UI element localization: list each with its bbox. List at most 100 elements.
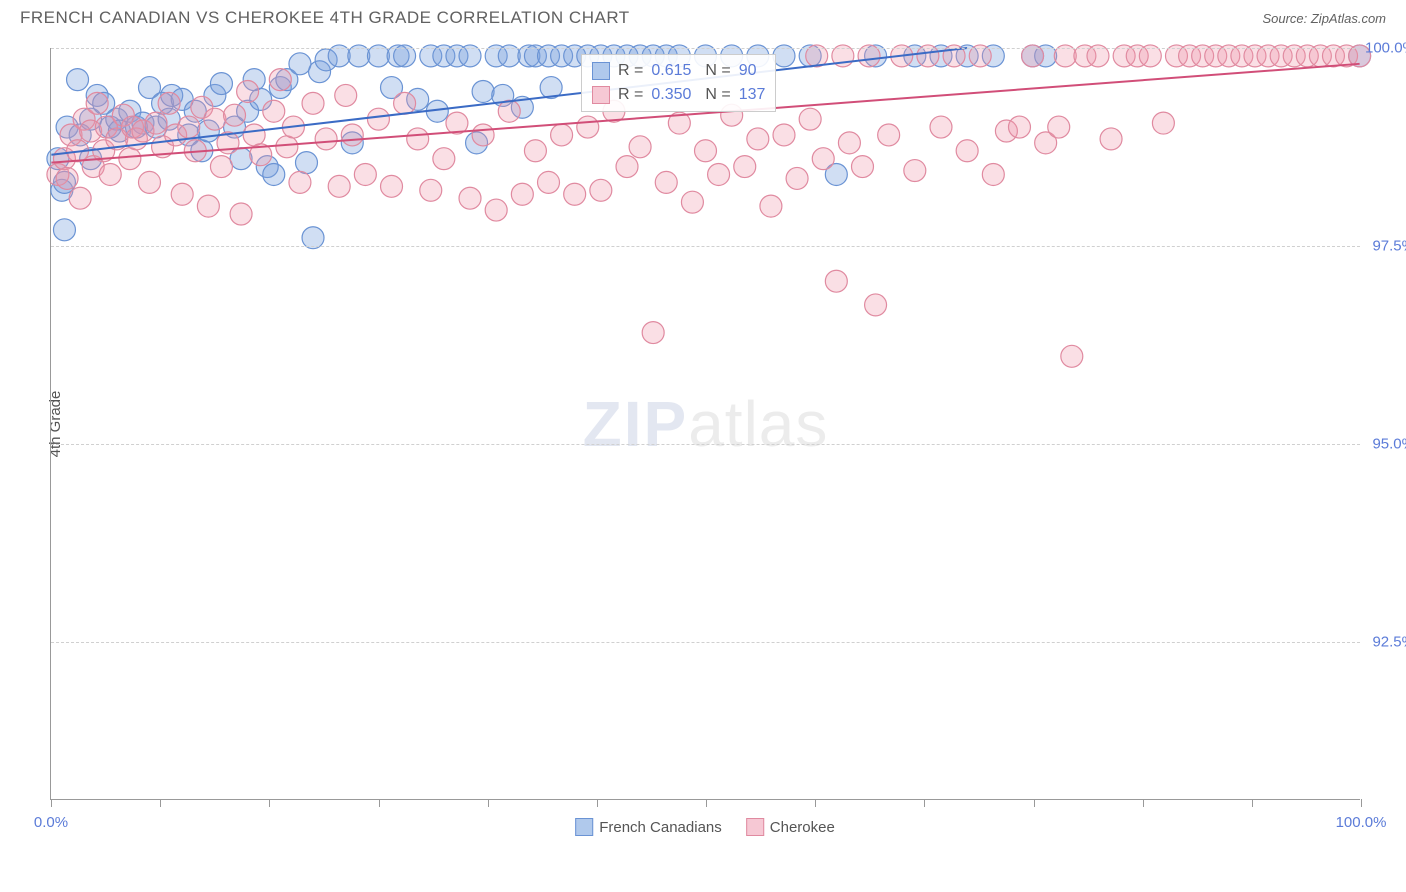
data-point xyxy=(139,171,161,193)
data-point xyxy=(263,100,285,122)
series-legend: French Canadians Cherokee xyxy=(575,818,835,836)
x-tick xyxy=(160,799,161,807)
data-point xyxy=(511,183,533,205)
data-point xyxy=(799,108,821,130)
x-tick xyxy=(924,799,925,807)
legend-swatch xyxy=(592,86,610,104)
data-point xyxy=(629,136,651,158)
data-point xyxy=(472,80,494,102)
data-point xyxy=(616,156,638,178)
data-point xyxy=(407,128,429,150)
correlation-legend: R = 0.615 N = 90 R = 0.350 N = 137 xyxy=(581,54,776,112)
x-tick xyxy=(51,799,52,807)
legend-swatch xyxy=(592,62,610,80)
data-point xyxy=(930,116,952,138)
data-point xyxy=(825,270,847,292)
data-point xyxy=(681,191,703,213)
x-tick-label: 100.0% xyxy=(1336,814,1387,831)
data-point xyxy=(747,128,769,150)
y-tick-label: 97.5% xyxy=(1365,237,1406,254)
data-point xyxy=(551,124,573,146)
grid-line xyxy=(51,444,1360,445)
data-point xyxy=(878,124,900,146)
x-tick xyxy=(1252,799,1253,807)
grid-line xyxy=(51,642,1360,643)
data-point xyxy=(773,124,795,146)
x-tick xyxy=(815,799,816,807)
data-point xyxy=(472,124,494,146)
data-point xyxy=(56,167,78,189)
data-point xyxy=(865,294,887,316)
data-point xyxy=(956,140,978,162)
x-tick xyxy=(1143,799,1144,807)
data-point xyxy=(708,163,730,185)
data-point xyxy=(243,124,265,146)
n-value: 137 xyxy=(739,83,766,107)
r-value: 0.350 xyxy=(651,83,691,107)
n-label: N = xyxy=(705,83,730,107)
source-attribution: Source: ZipAtlas.com xyxy=(1262,11,1386,26)
data-point xyxy=(86,92,108,114)
data-point xyxy=(341,124,363,146)
data-point xyxy=(210,73,232,95)
data-point xyxy=(289,171,311,193)
data-point xyxy=(590,179,612,201)
y-tick-label: 95.0% xyxy=(1365,435,1406,452)
r-label: R = xyxy=(618,83,643,107)
data-point xyxy=(354,163,376,185)
y-tick-label: 100.0% xyxy=(1365,40,1406,57)
data-point xyxy=(695,140,717,162)
legend-stat-row: R = 0.615 N = 90 xyxy=(592,59,765,83)
data-point xyxy=(577,116,599,138)
n-label: N = xyxy=(705,59,730,83)
x-tick xyxy=(597,799,598,807)
data-point xyxy=(420,179,442,201)
data-point xyxy=(786,167,808,189)
data-point xyxy=(760,195,782,217)
data-point xyxy=(1048,116,1070,138)
data-point xyxy=(328,175,350,197)
r-label: R = xyxy=(618,59,643,83)
data-point xyxy=(158,92,180,114)
data-point xyxy=(230,203,252,225)
data-point xyxy=(67,69,89,91)
data-point xyxy=(335,84,357,106)
data-point xyxy=(197,195,219,217)
legend-swatch xyxy=(746,818,764,836)
data-point xyxy=(381,175,403,197)
data-point xyxy=(276,136,298,158)
n-value: 90 xyxy=(739,59,757,83)
legend-label: Cherokee xyxy=(770,819,835,836)
data-point xyxy=(642,322,664,344)
data-point xyxy=(1100,128,1122,150)
data-point xyxy=(1008,116,1030,138)
data-point xyxy=(904,160,926,182)
data-point xyxy=(812,148,834,170)
data-point xyxy=(178,116,200,138)
grid-line xyxy=(51,48,1360,49)
grid-line xyxy=(51,246,1360,247)
legend-item: French Canadians xyxy=(575,818,722,836)
data-point xyxy=(302,92,324,114)
x-tick xyxy=(488,799,489,807)
data-point xyxy=(367,108,389,130)
data-point xyxy=(224,104,246,126)
data-point xyxy=(734,156,756,178)
legend-label: French Canadians xyxy=(599,819,722,836)
data-point xyxy=(1061,345,1083,367)
data-point xyxy=(210,156,232,178)
data-point xyxy=(655,171,677,193)
data-point xyxy=(171,183,193,205)
data-point xyxy=(498,100,520,122)
data-point xyxy=(982,163,1004,185)
data-point xyxy=(524,140,546,162)
data-point xyxy=(852,156,874,178)
scatter-svg xyxy=(51,48,1360,799)
x-tick xyxy=(706,799,707,807)
r-value: 0.615 xyxy=(651,59,691,83)
data-point xyxy=(433,148,455,170)
x-tick xyxy=(379,799,380,807)
data-point xyxy=(564,183,586,205)
data-point xyxy=(394,92,416,114)
plot-area: ZIPatlas R =0.615N =90R =0.350N =137 100… xyxy=(50,48,1360,800)
